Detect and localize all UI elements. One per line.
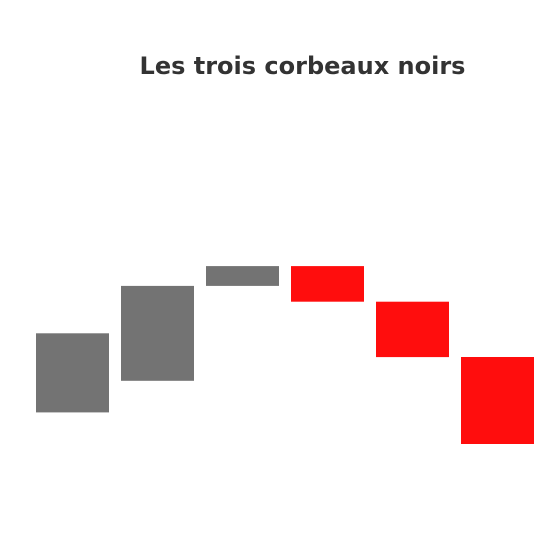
candle-body-6-down	[461, 357, 534, 444]
candle-body-2-up	[121, 285, 194, 381]
candle-body-1-up	[36, 333, 109, 413]
candle-body-3-up	[206, 266, 279, 286]
candle-body-5-down	[376, 301, 449, 358]
chart-title: Les trois corbeaux noirs	[139, 52, 466, 80]
candle-body-4-down	[291, 266, 364, 302]
